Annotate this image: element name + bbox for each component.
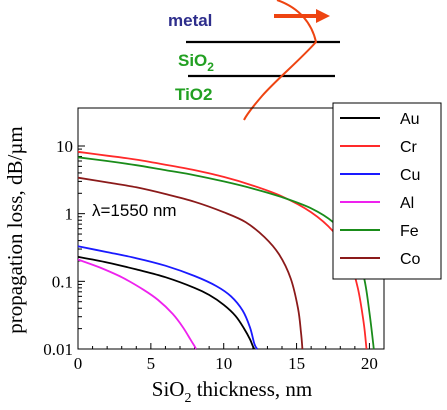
y-tick-label: 1 [65, 205, 74, 224]
y-tick-label: 0.1 [52, 272, 73, 291]
x-tick-label: 20 [361, 354, 378, 373]
legend-items: Au Cr Cu Al Fe Co [340, 111, 421, 268]
legend-label-cr: Cr [400, 139, 418, 156]
legend-label-al: Al [400, 195, 414, 212]
metal-label: metal [168, 11, 212, 30]
axis-tick-labels: 0 5 10 15 20 0.01 0.1 1 10 [43, 137, 378, 373]
propagation-arrow-head [316, 9, 330, 23]
series-line-cu [77, 245, 258, 350]
y-tick-label: 0.01 [43, 340, 73, 359]
legend-label-cu: Cu [400, 167, 420, 184]
waveguide-inset: metal SiO2 TiO2 [168, 0, 340, 121]
data-series [77, 150, 375, 350]
y-axis-title: propagation loss, dB/µm [3, 126, 27, 334]
x-tick-label: 0 [74, 354, 83, 373]
series-line-cr [77, 150, 368, 350]
y-tick-label: 10 [56, 137, 73, 156]
wavelength-annotation: λ=1550 nm [92, 201, 177, 220]
x-tick-label: 5 [147, 354, 156, 373]
legend-box [332, 102, 442, 280]
sio2-label: SiO2 [178, 51, 214, 74]
x-tick-label: 10 [215, 354, 232, 373]
legend-label-fe: Fe [400, 223, 419, 240]
x-axis-title: SiO2 thickness, nm [152, 377, 312, 406]
series-line-fe [77, 156, 375, 350]
legend-label-au: Au [400, 111, 420, 128]
series-line-co [77, 176, 304, 350]
series-line-au [77, 256, 256, 350]
series-line-al [77, 258, 197, 350]
mode-profile-curve [243, 0, 318, 121]
legend-label-co: Co [400, 251, 421, 268]
legend: Au Cr Cu Al Fe Co [332, 102, 442, 280]
tio2-label: TiO2 [175, 85, 212, 104]
x-tick-label: 15 [288, 354, 305, 373]
